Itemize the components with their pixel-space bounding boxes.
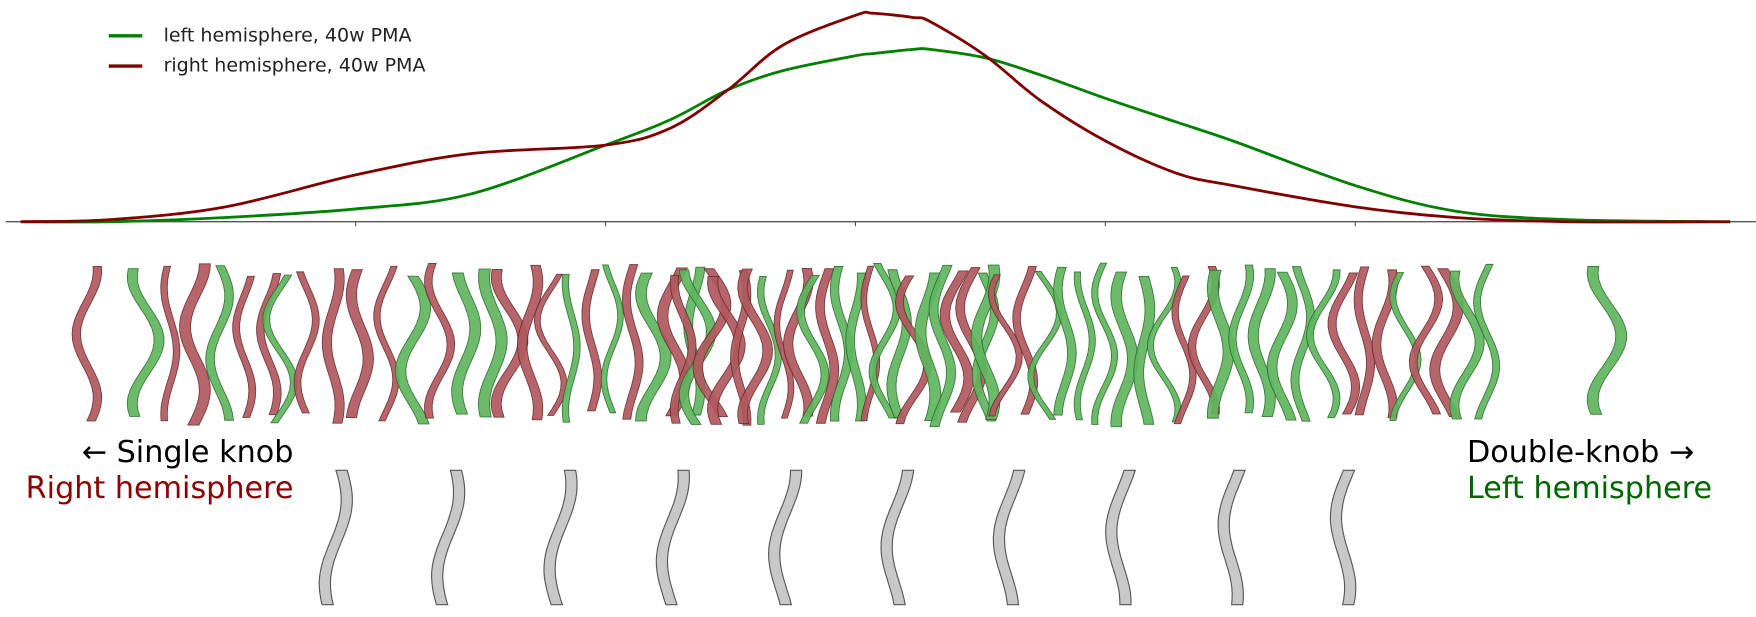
annotation: Right hemisphere xyxy=(26,471,294,506)
sulcus-shape xyxy=(1091,262,1119,425)
sulcus-shape xyxy=(1133,276,1156,425)
sulcus-shape xyxy=(756,276,783,425)
sulcus-shape xyxy=(1228,264,1255,414)
sulcus-shape xyxy=(490,268,529,418)
sulcus-shape xyxy=(126,268,165,417)
sulcus-shape xyxy=(1073,271,1096,421)
sulcus-shape xyxy=(451,272,482,415)
sulcus-shape xyxy=(71,265,103,422)
sulcus-shape xyxy=(939,270,974,413)
sulcus-shape xyxy=(1327,272,1361,415)
sulcus-shape xyxy=(928,264,957,427)
sulcus-shape xyxy=(321,268,345,424)
density-line xyxy=(20,47,1731,224)
sulcus-shape xyxy=(600,264,624,414)
sulcus-shape xyxy=(678,269,717,425)
sulcus-shape xyxy=(987,274,1023,417)
sulcus-shape xyxy=(1247,268,1276,418)
density-plot xyxy=(5,10,1756,227)
sulcus-shape xyxy=(1586,266,1628,415)
gray-sulcus xyxy=(543,469,578,606)
gray-sulcus xyxy=(768,469,803,606)
sulcus-shape xyxy=(293,271,320,414)
sulcus-shape xyxy=(737,268,773,425)
gray-sulcus xyxy=(318,469,353,606)
gray-sulcus xyxy=(992,469,1026,606)
annotation: Left hemisphere xyxy=(1467,471,1712,506)
sulcus-shape xyxy=(373,265,400,422)
sulcus-shape xyxy=(1206,269,1235,419)
sulcus-shape xyxy=(424,263,456,419)
annotation: Double-knob → xyxy=(1467,435,1694,470)
sulcus-shape xyxy=(895,275,932,425)
sulcus-shape xyxy=(970,264,1001,421)
gray-sulcus xyxy=(655,469,690,606)
sulcus-shape xyxy=(581,269,602,412)
sulcus-shape xyxy=(1389,272,1422,421)
legend-label: left hemisphere, 40w PMA xyxy=(164,24,412,46)
sulcus-shape xyxy=(1306,269,1341,419)
sulcus-shape xyxy=(232,275,257,418)
sulcus-shape xyxy=(622,264,644,420)
sulcus-shape xyxy=(635,272,672,422)
sulcus-shape xyxy=(1110,271,1139,428)
gray-sulcus xyxy=(1329,469,1357,606)
sulcus-shape xyxy=(1353,266,1376,416)
sulcus-shape xyxy=(394,275,432,425)
sulcus-shape xyxy=(179,263,211,426)
sulcus-shape xyxy=(533,273,568,416)
sulcus-shape xyxy=(1473,263,1501,420)
sulcus-shape xyxy=(516,264,544,421)
sulcus-shape xyxy=(262,274,298,424)
sulcus-shape xyxy=(669,274,697,424)
gray-sulcus xyxy=(1105,469,1136,606)
legend: left hemisphere, 40w PMA right hemisphere… xyxy=(98,20,457,81)
sulcus-shape xyxy=(1266,271,1298,421)
sulcus-shape xyxy=(1053,266,1077,416)
gray-sulcus xyxy=(880,469,915,606)
sulcus-shape xyxy=(1171,275,1197,425)
sulcus-shape xyxy=(1408,265,1444,415)
sulcus-shape xyxy=(829,266,854,422)
gray-sulcus xyxy=(1217,469,1246,606)
sulcus-shape xyxy=(773,269,795,419)
sulcus-shape xyxy=(345,269,374,419)
annotation: ← Single knob xyxy=(82,435,294,470)
sulcus-shape xyxy=(796,274,830,424)
legend-label: right hemisphere, 40w PMA xyxy=(164,55,426,77)
sulcus-shape xyxy=(477,268,508,418)
sulcus-shape xyxy=(561,273,581,423)
sulcus-shape xyxy=(1449,270,1485,420)
gray-sulcus xyxy=(430,469,466,606)
density-line xyxy=(20,10,1731,224)
sulcus-shape xyxy=(205,265,234,421)
sulcus-renders xyxy=(71,262,1628,606)
legend-box xyxy=(98,20,457,81)
sulcus-shape xyxy=(707,276,746,425)
sulcus-shape xyxy=(815,268,840,424)
sulcus-shape xyxy=(160,265,181,422)
